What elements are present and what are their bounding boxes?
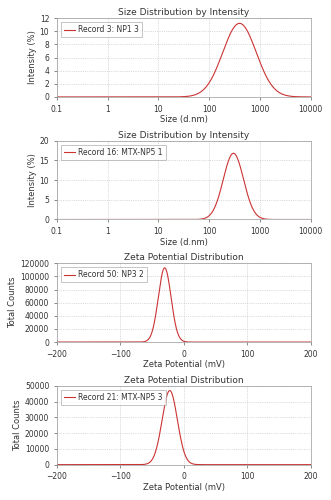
Legend: Record 21: MTX-NP5 3: Record 21: MTX-NP5 3 xyxy=(61,390,166,405)
X-axis label: Zeta Potential (mV): Zeta Potential (mV) xyxy=(143,482,225,492)
Title: Size Distribution by Intensity: Size Distribution by Intensity xyxy=(118,8,249,18)
Y-axis label: Total Counts: Total Counts xyxy=(8,277,17,328)
Title: Zeta Potential Distribution: Zeta Potential Distribution xyxy=(124,376,244,385)
Legend: Record 3: NP1 3: Record 3: NP1 3 xyxy=(61,22,142,37)
Y-axis label: Intensity (%): Intensity (%) xyxy=(28,30,37,84)
Title: Zeta Potential Distribution: Zeta Potential Distribution xyxy=(124,254,244,262)
X-axis label: Zeta Potential (mV): Zeta Potential (mV) xyxy=(143,360,225,369)
Title: Size Distribution by Intensity: Size Distribution by Intensity xyxy=(118,131,249,140)
Y-axis label: Intensity (%): Intensity (%) xyxy=(28,153,37,207)
Legend: Record 16: MTX-NP5 1: Record 16: MTX-NP5 1 xyxy=(61,144,166,160)
X-axis label: Size (d.nm): Size (d.nm) xyxy=(160,238,208,246)
Y-axis label: Total Counts: Total Counts xyxy=(13,400,22,451)
Legend: Record 50: NP3 2: Record 50: NP3 2 xyxy=(61,267,147,282)
X-axis label: Size (d.nm): Size (d.nm) xyxy=(160,115,208,124)
